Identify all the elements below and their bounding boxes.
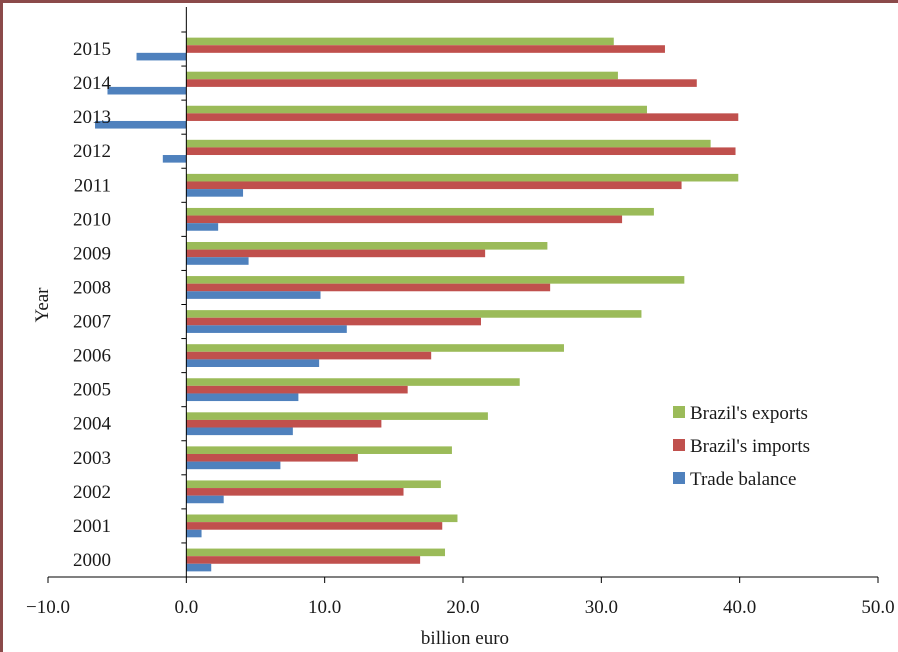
legend-swatch-brazil-s-imports (673, 439, 685, 451)
bar-brazil-s-exports-2006 (186, 344, 564, 352)
x-tick-label: −10.0 (26, 597, 70, 618)
year-label-2011: 2011 (74, 175, 111, 196)
legend-label-brazil-s-exports: Brazil's exports (690, 403, 808, 424)
year-label-2010: 2010 (73, 209, 111, 230)
year-label-2000: 2000 (73, 550, 111, 571)
x-tick-label: 30.0 (585, 597, 618, 618)
bar-trade-balance-2004 (186, 427, 293, 436)
bar-brazil-s-imports-2000 (186, 556, 421, 564)
x-tick-label: 10.0 (308, 597, 341, 618)
y-axis-title: Year (32, 287, 53, 323)
bar-brazil-s-imports-2013 (186, 113, 739, 121)
bar-brazil-s-exports-2009 (186, 242, 548, 250)
bar-brazil-s-imports-2014 (186, 79, 697, 87)
legend-swatch-brazil-s-exports (673, 406, 685, 418)
bar-brazil-s-exports-2004 (186, 412, 488, 420)
bar-trade-balance-2010 (186, 223, 219, 231)
year-label-2012: 2012 (73, 141, 111, 162)
bar-trade-balance-2001 (186, 529, 202, 538)
bar-brazil-s-imports-2001 (186, 522, 443, 530)
bar-brazil-s-exports-2014 (186, 71, 618, 80)
bar-trade-balance-2015 (136, 52, 187, 61)
bar-brazil-s-imports-2002 (186, 488, 404, 496)
bar-trade-balance-2011 (186, 189, 244, 197)
bar-trade-balance-2014 (107, 86, 187, 95)
year-label-2005: 2005 (73, 380, 111, 401)
bar-trade-balance-2013 (95, 120, 187, 129)
bar-trade-balance-2006 (186, 359, 320, 367)
year-label-2003: 2003 (73, 448, 111, 469)
year-label-2006: 2006 (73, 346, 111, 367)
year-label-2014: 2014 (73, 73, 112, 94)
x-axis-title: billion euro (421, 628, 509, 649)
bar-brazil-s-imports-2008 (186, 283, 551, 292)
bar-trade-balance-2009 (186, 257, 249, 265)
year-label-2004: 2004 (73, 414, 112, 435)
bar-brazil-s-imports-2012 (186, 147, 736, 156)
legend-swatch-trade-balance (673, 472, 685, 484)
year-label-2009: 2009 (73, 243, 111, 264)
legend-label-trade-balance: Trade balance (690, 469, 796, 490)
year-label-2002: 2002 (73, 482, 111, 503)
bar-brazil-s-exports-2013 (186, 105, 647, 114)
bar-trade-balance-2005 (186, 393, 299, 402)
bar-brazil-s-exports-2002 (186, 480, 441, 489)
bar-trade-balance-2012 (162, 155, 187, 163)
x-tick-label: 40.0 (723, 597, 756, 618)
bar-brazil-s-exports-2010 (186, 207, 654, 216)
bar-brazil-s-exports-2000 (186, 548, 446, 557)
bar-brazil-s-imports-2010 (186, 215, 623, 224)
bar-brazil-s-imports-2006 (186, 351, 432, 360)
legend-label-brazil-s-imports: Brazil's imports (690, 436, 810, 457)
bar-trade-balance-2003 (186, 461, 281, 470)
year-label-2001: 2001 (73, 516, 111, 537)
bar-brazil-s-imports-2009 (186, 249, 486, 258)
bar-trade-balance-2002 (186, 495, 224, 504)
bar-brazil-s-imports-2004 (186, 419, 382, 428)
bar-trade-balance-2000 (186, 563, 212, 572)
bar-brazil-s-exports-2007 (186, 310, 642, 318)
year-label-2008: 2008 (73, 277, 111, 298)
year-label-2013: 2013 (73, 107, 111, 128)
trade-bar-chart: 2000 2001 2002 2003 2004 2005 2006 2007 2008 2009… (26, 7, 895, 649)
bar-brazil-s-imports-2005 (186, 385, 408, 394)
bar-brazil-s-exports-2012 (186, 139, 711, 148)
year-label-2007: 2007 (73, 312, 111, 333)
bar-brazil-s-imports-2003 (186, 453, 358, 462)
x-tick-label: 0.0 (174, 597, 198, 618)
year-label-2015: 2015 (73, 39, 111, 60)
bar-brazil-s-exports-2005 (186, 378, 520, 386)
bar-brazil-s-exports-2008 (186, 276, 685, 284)
bar-brazil-s-exports-2003 (186, 446, 452, 454)
bar-brazil-s-imports-2007 (186, 317, 481, 326)
bar-trade-balance-2007 (186, 325, 347, 333)
bar-brazil-s-exports-2015 (186, 37, 614, 46)
bar-brazil-s-imports-2011 (186, 181, 682, 190)
bar-brazil-s-exports-2011 (186, 173, 739, 182)
x-tick-label: 50.0 (861, 597, 894, 618)
x-tick-label: 20.0 (446, 597, 479, 618)
bar-brazil-s-exports-2001 (186, 514, 458, 523)
bar-brazil-s-imports-2015 (186, 45, 665, 53)
bar-trade-balance-2008 (186, 291, 321, 299)
